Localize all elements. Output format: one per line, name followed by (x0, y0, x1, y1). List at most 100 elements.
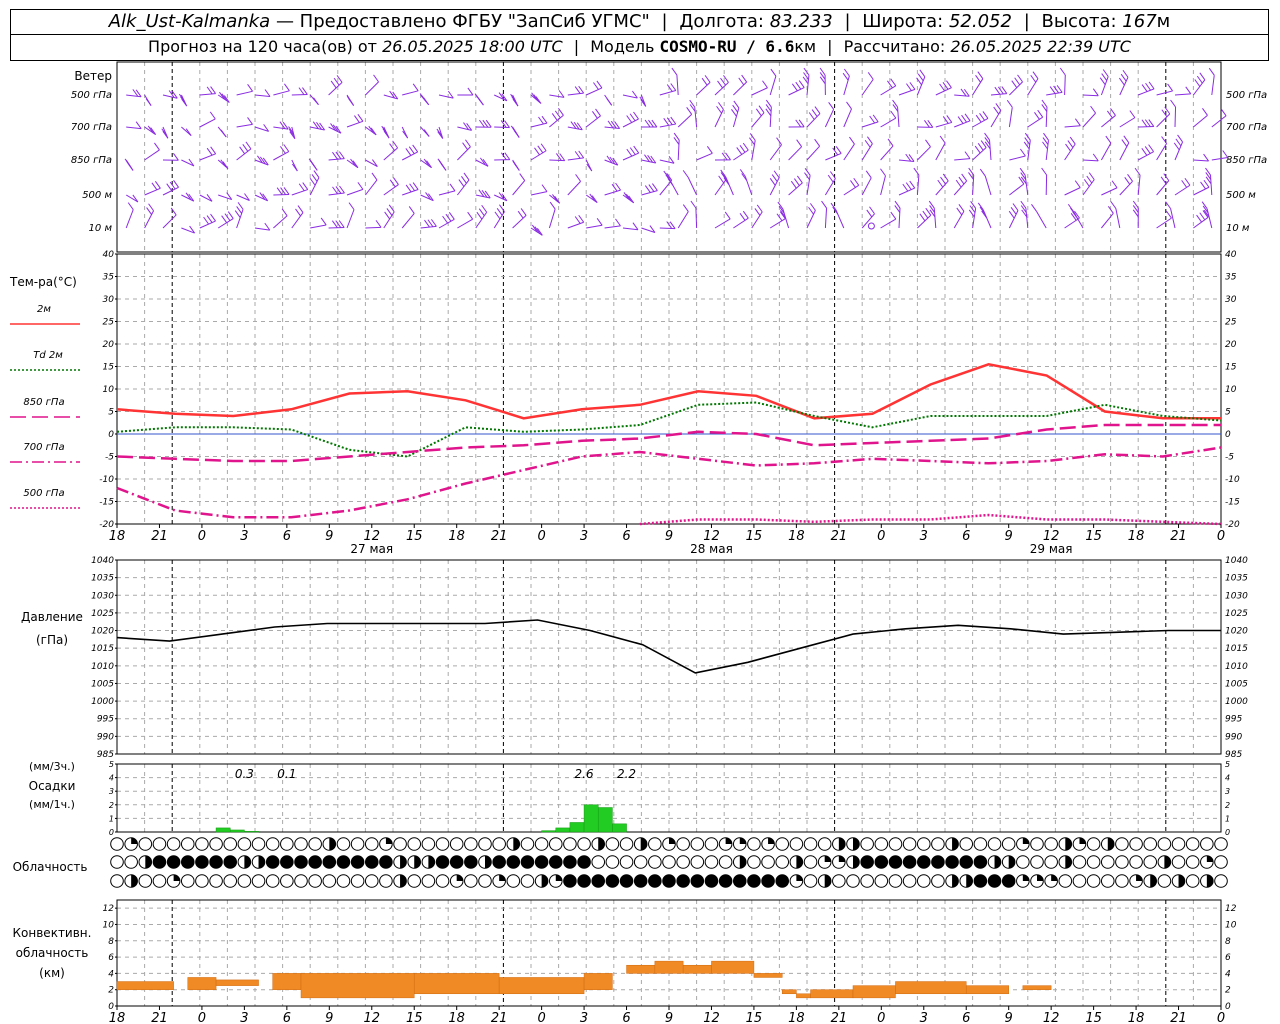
wind-barb-staff (291, 189, 308, 196)
cloud-symbol-fill (1051, 874, 1058, 881)
cloud-symbol (648, 874, 662, 888)
wind-barb-staff (1174, 184, 1191, 196)
cloud-symbol (619, 837, 634, 851)
wind-barb-feather (902, 183, 909, 192)
precip-bar (215, 827, 231, 833)
conv-xtick-label: 9 (325, 1011, 333, 1024)
cloud-symbol (393, 837, 407, 851)
wind-barb-feather (671, 67, 678, 76)
model-name: COSMO-RU / 6.6 (659, 37, 795, 56)
pres-panel: 985 985 990 990 995 995 1000 1000 1005 1005 1010 10… (21, 556, 1248, 760)
wind-barb-feather (790, 180, 797, 189)
temp-xtick-label: 21 (151, 529, 168, 544)
wind-barb-staff (567, 126, 583, 131)
wind-barb-feather (540, 143, 547, 152)
wind-barb-feather (623, 192, 630, 200)
wind-barb-staff (677, 113, 692, 128)
wind-barb-feather (1148, 144, 1154, 152)
wind-barb-feather (957, 116, 964, 124)
wind-barb-staff (733, 217, 749, 229)
wind-barb-feather (814, 138, 821, 147)
cloud-symbol (1143, 855, 1158, 869)
wind-barb-feather (968, 167, 975, 176)
wind-barb-feather (510, 93, 517, 102)
wind-barb-feather (644, 119, 651, 128)
conv-xtick-label: 18 (788, 1011, 805, 1024)
wind-barb-feather (534, 147, 540, 156)
cloud-symbol (676, 855, 690, 869)
wind-barb-staff (328, 192, 345, 196)
wind-barb-feather (1203, 179, 1210, 188)
wind-barb-feather (124, 158, 131, 167)
cloud-symbol (520, 837, 535, 851)
wind-barb-feather (1011, 80, 1018, 88)
wind-barb-staff (402, 189, 419, 196)
wind-barb-feather (977, 71, 984, 79)
wind-barb-feather (872, 114, 879, 123)
wind-barb-staff (493, 194, 508, 202)
conv-bar (895, 981, 967, 995)
wind-barb-feather (1202, 210, 1209, 218)
wind-barb-staff (402, 90, 419, 96)
wind-barb-feather (1092, 153, 1099, 162)
cloud-symbol (110, 837, 124, 851)
wind-barb-feather (804, 168, 811, 176)
wind-barb-feather (320, 217, 327, 226)
temp-series-line (116, 446, 1222, 519)
wind-barb-staff (604, 126, 620, 130)
wind-barb-feather (803, 72, 809, 80)
wind-barb-feather (720, 77, 726, 86)
cloud-symbol (449, 855, 464, 869)
wind-barb-feather (615, 182, 621, 191)
model-label: Модель (590, 37, 655, 56)
wind-barb-feather (1041, 167, 1048, 176)
wind-barb-feather (663, 118, 670, 126)
wind-barb-feather (1020, 176, 1027, 185)
header-forecast-bar: Прогноз на 120 часа(ов) от 26.05.2025 18… (10, 35, 1269, 61)
wind-barb-feather (650, 155, 657, 164)
cloud-symbol (237, 837, 252, 851)
wind-barb-feather (984, 137, 991, 145)
wind-barb-staff (843, 108, 852, 128)
wind-barb-feather (977, 142, 984, 151)
wind-barb-feather (880, 168, 886, 177)
wind-barb-staff (475, 194, 491, 199)
wind-barb-feather (298, 183, 305, 192)
wind-barb-feather (1175, 138, 1182, 147)
wind-barb-staff (1156, 143, 1167, 161)
wind-barb-feather (393, 177, 399, 185)
cloud-symbol (534, 855, 549, 869)
wind-barb-feather (578, 85, 585, 94)
cloud-symbol-fill (796, 874, 803, 881)
wind-barb-feather (461, 175, 467, 184)
temp-panel: -20 -20 -15 -15 -10 -10 -5 -5 0 0 5 5 10 10 15 15 20 20 25… (9, 250, 1240, 530)
cloud-symbol (534, 837, 549, 851)
wind-barb-feather (1203, 153, 1209, 162)
wind-barb-feather (224, 213, 231, 221)
cloud-symbol (223, 837, 238, 851)
cloud-symbol (435, 874, 450, 888)
wind-barb-feather (449, 183, 456, 192)
wind-barb-staff (1046, 91, 1063, 96)
wind-barb-feather (311, 174, 318, 182)
temp-ytick-left: -15 (99, 498, 114, 508)
wind-barb-feather (373, 74, 379, 83)
wind-barb-feather (1194, 79, 1201, 87)
temp-series-line (116, 423, 1221, 463)
cloud-symbol (350, 855, 365, 869)
wind-barb-feather (738, 77, 745, 86)
pres-ytick-right: 1025 (1225, 609, 1248, 619)
wind-barb-feather (591, 195, 598, 203)
conv-xtick-label: 3 (580, 1011, 588, 1024)
wind-barb-feather (1173, 142, 1180, 151)
cloud-symbol-fill (131, 874, 138, 888)
wind-barb-staff (273, 126, 289, 130)
wind-barb-staff (494, 126, 510, 129)
cloud-symbol-fill (400, 855, 407, 869)
cloud-symbol-fill (400, 874, 407, 888)
wind-barb-feather (798, 80, 805, 88)
pres-series-line (116, 619, 1221, 674)
cloud-symbol (364, 855, 379, 869)
wind-barb-feather (282, 121, 289, 130)
wind-barb-feather (648, 119, 654, 128)
